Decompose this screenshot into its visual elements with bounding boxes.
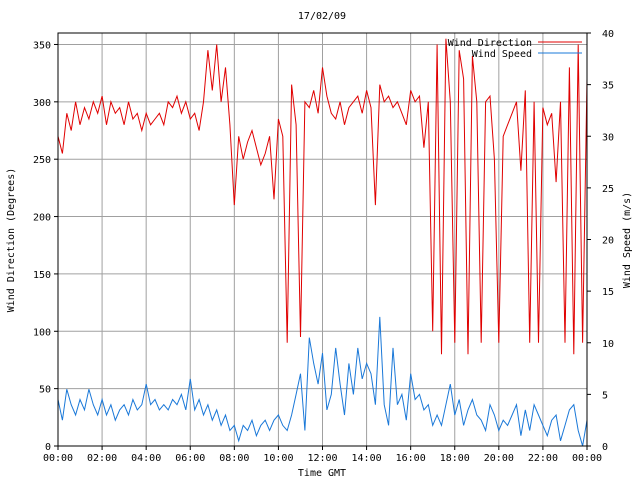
y-right-tick-label: 35 [602, 81, 614, 92]
series-line-wind-direction [57, 38, 588, 355]
y-right-tick-label: 5 [602, 390, 608, 401]
x-tick-label: 14:00 [352, 453, 382, 464]
x-axis: 00:00 02:00 04:00 06:00 08:00 10:00 12:00 14:00… [43, 446, 602, 464]
y-right-tick-label: 25 [602, 184, 614, 195]
chart-title: 17/02/09 [298, 11, 346, 22]
legend-label-wind-direction: Wind Direction [448, 38, 532, 49]
x-tick-label: 16:00 [396, 453, 426, 464]
legend: Wind Direction Wind Speed [448, 38, 582, 60]
x-tick-label: 12:00 [307, 453, 337, 464]
y-right-tick-label: 30 [602, 132, 614, 143]
x-tick-label: 20:00 [484, 453, 514, 464]
y-right-tick-label: 40 [602, 29, 614, 40]
x-tick-label: 02:00 [87, 453, 117, 464]
y-left-tick-label: 200 [33, 213, 51, 224]
grid [58, 33, 587, 446]
x-axis-label: Time GMT [298, 468, 346, 479]
x-tick-label: 04:00 [131, 453, 161, 464]
x-tick-label: 00:00 [43, 453, 73, 464]
y-right-tick-label: 20 [602, 236, 614, 247]
x-tick-label: 00:00 [572, 453, 602, 464]
y-left-tick-label: 300 [33, 98, 51, 109]
y-left-tick-label: 0 [45, 442, 51, 453]
legend-label-wind-speed: Wind Speed [472, 49, 532, 60]
x-tick-label: 06:00 [175, 453, 205, 464]
x-tick-label: 18:00 [440, 453, 470, 464]
y-axis-left: 0 50 100 150 200 250 300 350 [33, 40, 58, 453]
x-tick-label: 10:00 [263, 453, 293, 464]
x-tick-label: 22:00 [528, 453, 558, 464]
y-axis-right-label: Wind Speed (m/s) [622, 192, 633, 288]
x-tick-label: 08:00 [219, 453, 249, 464]
y-right-tick-label: 0 [602, 442, 608, 453]
y-left-tick-label: 50 [39, 385, 51, 396]
series-line-wind-speed [57, 316, 588, 447]
y-axis-right: 0 5 10 15 20 25 30 35 40 [587, 29, 614, 453]
y-left-tick-label: 250 [33, 155, 51, 166]
y-left-tick-label: 350 [33, 40, 51, 51]
y-right-tick-label: 15 [602, 287, 614, 298]
y-left-tick-label: 100 [33, 327, 51, 338]
y-axis-left-label: Wind Direction (Degrees) [6, 168, 17, 313]
y-left-tick-label: 150 [33, 270, 51, 281]
series-group [57, 38, 588, 447]
y-right-tick-label: 10 [602, 339, 614, 350]
